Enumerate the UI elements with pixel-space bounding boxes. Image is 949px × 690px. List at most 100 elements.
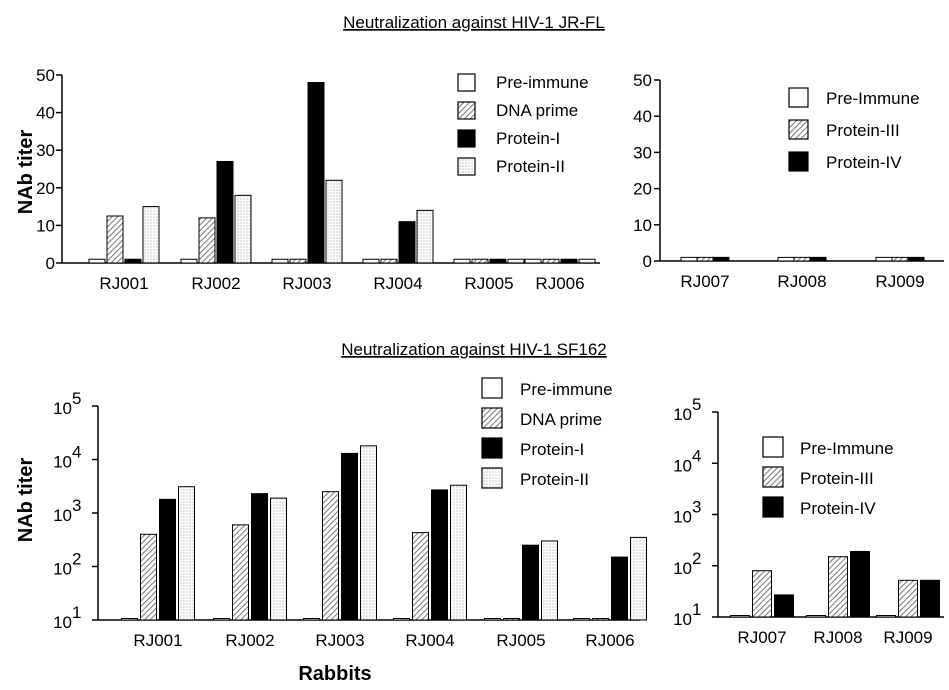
legend-swatch bbox=[762, 496, 784, 518]
legend-label: Pre-immune bbox=[496, 73, 589, 92]
bar-rj005-protein-i bbox=[489, 258, 507, 264]
bottom-panel-title: Neutralization against HIV-1 SF162 bbox=[341, 340, 607, 359]
y-tick-label: 50 bbox=[36, 66, 55, 85]
bar-rj008-protein-iv bbox=[850, 550, 870, 618]
y-tick-label: 10 bbox=[673, 508, 692, 527]
y-tick-label: 0 bbox=[46, 254, 55, 273]
bar-rj004-protein-ii bbox=[450, 484, 467, 621]
legend-label: Protein-III bbox=[800, 469, 874, 488]
bar-rj004-protein-i bbox=[398, 221, 416, 264]
x-tick-label: RJ003 bbox=[282, 274, 331, 293]
legend-label: Pre-immune bbox=[520, 380, 613, 399]
legend-label: Pre-Immune bbox=[826, 89, 920, 108]
top-panel-title: Neutralization against HIV-1 JR-FL bbox=[343, 13, 605, 32]
x-tick-label: RJ009 bbox=[883, 628, 932, 647]
bottom-y-axis-label: NAb titer bbox=[15, 458, 37, 543]
bar-rj001-pre-immune bbox=[121, 618, 138, 621]
bar-rj008-protein-iv bbox=[809, 256, 827, 262]
x-tick-label: RJ003 bbox=[315, 631, 364, 650]
y-tick-label: 10 bbox=[36, 216, 55, 235]
x-tick-label: RJ002 bbox=[225, 631, 274, 650]
x-tick-label: RJ007 bbox=[680, 272, 729, 291]
bar-rj006-dna-prime bbox=[542, 258, 560, 264]
bar-rj002-pre-immune bbox=[213, 618, 230, 621]
y-tick-label: 10 bbox=[53, 399, 72, 418]
bar-rj008-pre-immune bbox=[806, 615, 826, 618]
y-tick-label: 10 bbox=[53, 453, 72, 472]
x-tick-label: RJ007 bbox=[737, 628, 786, 647]
x-tick-label: RJ005 bbox=[496, 631, 545, 650]
bar-rj006-pre-immune bbox=[524, 258, 542, 264]
legend-swatch bbox=[457, 129, 476, 148]
bar-rj005-pre-immune bbox=[484, 618, 501, 621]
bar-rj007-pre-immune bbox=[730, 615, 750, 618]
bar-rj003-dna-prime bbox=[289, 258, 307, 264]
legend-label: DNA prime bbox=[520, 410, 602, 429]
bar-rj003-protein-ii bbox=[325, 179, 343, 264]
x-tick-label: RJ008 bbox=[813, 628, 862, 647]
bar-rj007-protein-iv bbox=[774, 594, 794, 618]
legend-swatch bbox=[457, 101, 476, 120]
x-tick-label: RJ004 bbox=[373, 274, 422, 293]
legend-label: DNA prime bbox=[496, 101, 578, 120]
bar-rj007-pre-immune bbox=[680, 256, 698, 262]
bar-rj002-protein-ii bbox=[234, 194, 252, 264]
bar-rj009-protein-iii bbox=[891, 256, 909, 262]
bar-rj005-dna-prime bbox=[503, 618, 520, 621]
legend-label: Protein-IV bbox=[826, 153, 902, 172]
chart-panel-1: 0 10 20 30 40 50 RJ001 RJ002 RJ003 RJ004 RJ005 RJ00… bbox=[36, 66, 600, 293]
y-tick-label: 10 bbox=[633, 216, 652, 235]
top-y-axis-label: NAb titer bbox=[15, 130, 37, 215]
bar-rj005-protein-ii bbox=[541, 540, 558, 621]
bar-rj003-protein-ii bbox=[360, 445, 377, 621]
legend-swatch bbox=[788, 87, 809, 108]
y-tick-label: 10 bbox=[673, 405, 692, 424]
bar-rj006-protein-i bbox=[560, 258, 578, 264]
y-tick-label: 10 bbox=[673, 456, 692, 475]
y-tick-label: 0 bbox=[643, 252, 652, 271]
legend-swatch bbox=[762, 436, 784, 458]
bar-rj005-dna-prime bbox=[471, 258, 489, 264]
x-tick-label: RJ009 bbox=[875, 272, 924, 291]
legend-label: Protein-IV bbox=[800, 499, 876, 518]
y-tick-label: 20 bbox=[633, 180, 652, 199]
y-tick-exponent: 1 bbox=[72, 603, 81, 622]
y-tick-exponent: 5 bbox=[72, 389, 81, 408]
bar-rj008-protein-iii bbox=[793, 256, 811, 262]
x-axis-label: Rabbits bbox=[298, 663, 371, 685]
x-tick-label: RJ006 bbox=[535, 274, 584, 293]
bar-rj006-protein-ii bbox=[578, 258, 596, 264]
bar-rj006-protein-ii bbox=[630, 536, 647, 621]
bar-rj001-pre-immune bbox=[88, 258, 106, 264]
bar-rj005-pre-immune bbox=[453, 258, 471, 264]
bar-rj007-protein-iii bbox=[752, 570, 772, 618]
bar-rj004-dna-prime bbox=[380, 258, 398, 264]
y-tick-label: 40 bbox=[633, 107, 652, 126]
legend-swatch bbox=[788, 151, 809, 172]
bar-rj009-pre-immune bbox=[876, 615, 896, 618]
x-tick-label: RJ008 bbox=[777, 272, 826, 291]
legend-swatch bbox=[788, 119, 809, 140]
y-tick-exponent: 4 bbox=[692, 446, 701, 465]
legend-label: Protein-III bbox=[826, 121, 900, 140]
legend-label: Protein-I bbox=[520, 440, 584, 459]
bar-rj003-pre-immune bbox=[303, 618, 320, 621]
bar-rj008-pre-immune bbox=[777, 256, 795, 262]
y-tick-label: 50 bbox=[633, 71, 652, 90]
legend-label: Protein-II bbox=[496, 157, 565, 176]
bar-rj009-protein-iv bbox=[920, 579, 940, 618]
legend-swatch bbox=[481, 467, 503, 489]
y-tick-label: 10 bbox=[53, 613, 72, 632]
bar-rj001-protein-i bbox=[124, 258, 142, 264]
bar-rj004-protein-ii bbox=[416, 209, 434, 264]
bar-rj009-pre-immune bbox=[875, 256, 893, 262]
x-tick-label: RJ001 bbox=[133, 631, 182, 650]
bar-rj005-protein-i bbox=[522, 544, 539, 621]
y-tick-label: 10 bbox=[53, 506, 72, 525]
legend-label: Protein-II bbox=[520, 470, 589, 489]
y-tick-label: 40 bbox=[36, 104, 55, 123]
